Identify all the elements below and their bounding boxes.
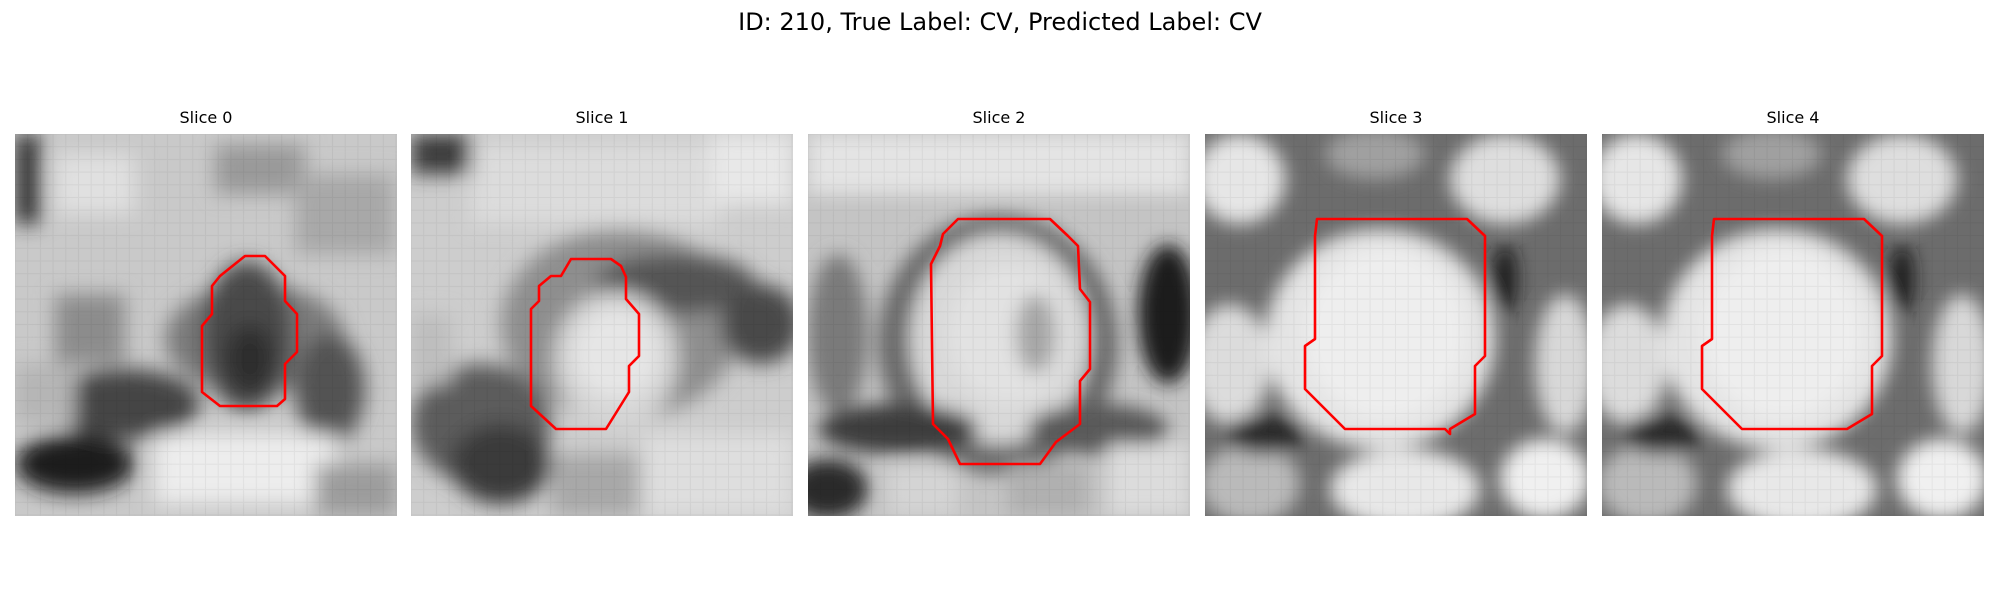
- roi-contour-2: [929, 217, 1092, 466]
- slice-image-0: [15, 134, 397, 516]
- slice-panel-1: Slice 1: [411, 108, 793, 516]
- slice-title-2: Slice 2: [972, 108, 1026, 127]
- roi-contour-4: [1700, 217, 1884, 431]
- slice-panel-0: Slice 0: [15, 108, 397, 516]
- slice-title-4: Slice 4: [1766, 108, 1820, 127]
- figure-title: ID: 210, True Label: CV, Predicted Label…: [738, 8, 1262, 36]
- slice-panel-2: Slice 2: [808, 108, 1190, 516]
- slice-title-3: Slice 3: [1369, 108, 1423, 127]
- roi-contour-0: [200, 254, 299, 408]
- slice-panel-3: Slice 3: [1205, 108, 1587, 516]
- slice-image-4: [1602, 134, 1984, 516]
- slice-image-3: [1205, 134, 1587, 516]
- slice-panel-4: Slice 4: [1602, 108, 1984, 516]
- slice-image-1: [411, 134, 793, 516]
- slice-title-0: Slice 0: [179, 108, 233, 127]
- roi-contour-1: [529, 257, 641, 431]
- roi-contour-3: [1303, 217, 1487, 436]
- slice-image-2: [808, 134, 1190, 516]
- slice-title-1: Slice 1: [575, 108, 629, 127]
